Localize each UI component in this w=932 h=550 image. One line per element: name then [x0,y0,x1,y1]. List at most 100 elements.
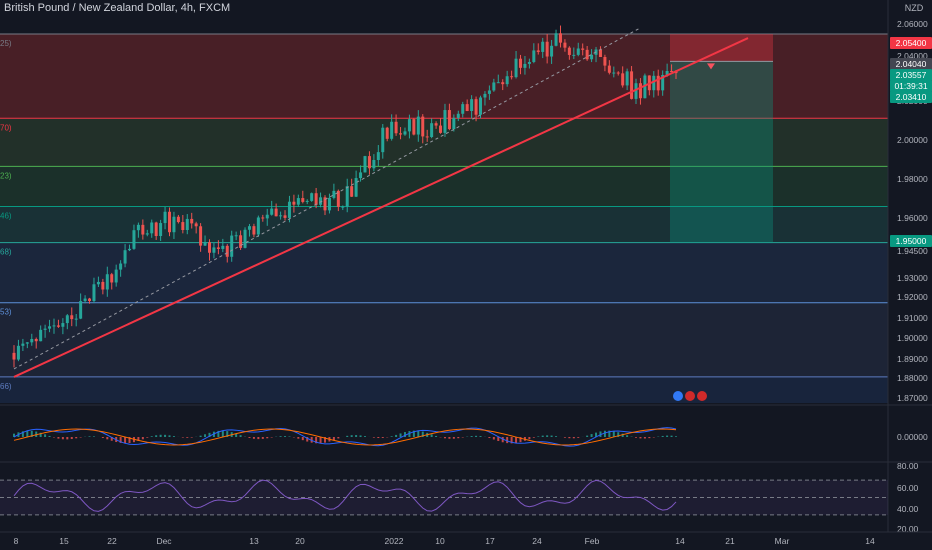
candle-body [496,82,500,84]
candle-body [52,325,56,327]
candle-body [367,156,371,169]
macd-histogram-bar [355,435,358,437]
candle-body [190,218,194,224]
macd-histogram-bar [315,437,318,444]
candle-body [563,42,567,48]
macd-histogram-bar [150,436,153,437]
macd-histogram-bar [519,437,522,443]
candle-body [207,242,211,253]
candle-body [43,328,47,330]
rsi-tick: 20.00 [897,524,919,534]
macd-histogram-bar [66,437,69,440]
macd-histogram-bar [164,434,167,437]
candle-body [501,82,505,85]
candle-body [554,33,558,46]
candle-body [412,119,416,135]
macd-histogram-bar [612,431,615,437]
macd-histogram-bar [217,430,220,437]
candle-body [550,45,554,57]
fib-level-label: 23) [0,171,12,180]
macd-histogram-bar [337,437,340,439]
macd-histogram-bar [239,435,242,437]
price-tick: 2.00000 [897,135,928,145]
time-label: Dec [156,536,172,546]
macd-histogram-bar [479,436,482,437]
short-position-tool[interactable] [670,34,773,243]
macd-histogram-bar [350,435,353,437]
candle-body [634,83,638,99]
price-tag-current: 2.03557 [890,69,932,81]
nz-flag-icon[interactable] [673,391,683,401]
macd-histogram-bar [101,437,104,438]
candle-body [327,197,331,211]
candle-body [79,301,83,319]
candle-body [447,110,451,130]
price-tick: 1.87000 [897,393,928,403]
candle-body [661,74,665,91]
fib-band [0,206,888,243]
candle-body [421,116,425,137]
fib-band [0,376,888,403]
candle-body [70,315,74,320]
candle-body [332,190,336,198]
macd-histogram-bar [617,432,620,437]
candle-body [25,342,29,344]
macd-histogram-bar [661,435,664,437]
candle-body [576,48,580,55]
trendline[interactable] [13,37,749,378]
candle-body [310,193,314,201]
macd-histogram-bar [448,437,451,439]
candle-body [305,200,309,202]
macd-histogram-bar [488,437,491,439]
candle-body [470,99,474,111]
macd-histogram-bar [421,431,424,437]
trendline-overlay[interactable] [13,27,749,401]
macd-histogram-bar [377,437,380,439]
macd-histogram-bar [643,437,646,439]
macd-histogram-bar [346,435,349,437]
macd-histogram-bar [21,431,24,437]
macd-histogram-bar [168,435,171,437]
macd-histogram-bar [381,437,384,438]
candle-body [145,233,149,235]
channel-line[interactable] [13,27,641,370]
candle-body [652,75,656,91]
sell-arrow-icon [707,63,715,70]
candle-body [625,71,629,86]
time-label: 17 [485,536,495,546]
candle-body [92,284,96,302]
scale-currency[interactable]: NZD [904,3,924,13]
axes: 2.060002.040002.020002.000001.980001.960… [0,19,932,546]
macd-histogram-bar [92,436,95,437]
candle-body [163,211,167,224]
macd-histogram-bar [492,437,495,440]
candle-body [159,223,163,236]
candle-body [621,73,625,86]
macd-histogram-bar [639,437,642,439]
candle-body [572,54,576,56]
take-profit-zone[interactable] [670,61,773,243]
macd-histogram-bar [532,437,535,438]
time-label: 13 [249,536,259,546]
stop-loss-zone[interactable] [670,34,773,62]
candle-body [443,110,447,133]
candle-body [399,133,403,135]
candle-body [212,247,216,253]
uk-flag-icon[interactable] [685,391,695,401]
candle-body [274,208,278,217]
macd-histogram-bar [26,430,29,437]
fib-level-label: 46) [0,211,12,220]
uk-flag-icon[interactable] [697,391,707,401]
macd-histogram-bar [252,437,255,439]
macd-histogram-bar [128,437,131,444]
time-label: 21 [725,536,735,546]
macd-histogram-bar [61,437,64,440]
candle-body [385,127,389,139]
price-tick: 1.91000 [897,313,928,323]
candle-body [363,156,367,173]
macd-histogram-bar [13,433,15,437]
candle-body [314,193,318,205]
candle-body [407,119,411,132]
candle-body [16,345,20,360]
